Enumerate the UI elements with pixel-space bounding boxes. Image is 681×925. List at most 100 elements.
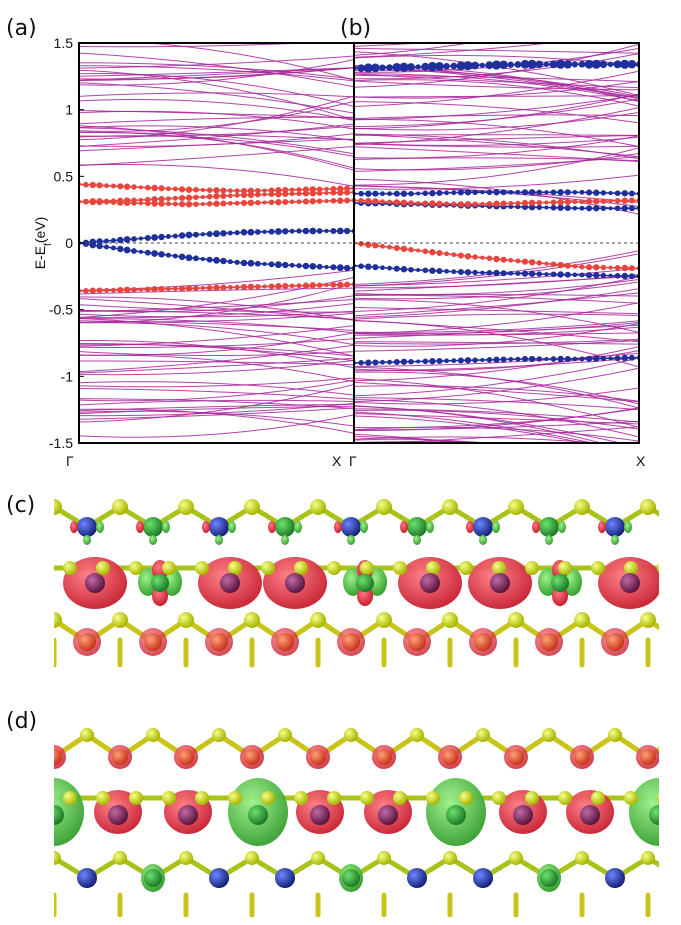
atom-blue <box>671 868 681 888</box>
band-a-series-2-point <box>220 187 227 194</box>
band-b-series-4-point <box>515 258 521 264</box>
panel-label-c: (c) <box>6 493 35 518</box>
band-b-series-0-point <box>499 60 508 70</box>
atom-red <box>606 633 624 651</box>
band-b-series-5-point <box>572 272 578 278</box>
band-b-series-4-point <box>429 249 436 256</box>
band-b-series-6-point <box>550 356 557 362</box>
y-tick-4: -0.5 <box>49 302 73 318</box>
band-b-series-5-point <box>422 267 429 274</box>
band-b-series-4-point <box>480 255 485 260</box>
band-b-series-1-point <box>444 190 449 196</box>
band-b-series-6-point <box>493 356 500 363</box>
band-b-series-3-point <box>408 200 414 206</box>
band-a-series-2-point <box>255 187 261 194</box>
band-b-series-0-point <box>599 60 608 69</box>
band-a-series-1-point <box>193 201 199 207</box>
band-a-series-2-point <box>289 187 295 193</box>
band-a-series-2-point <box>213 187 220 194</box>
atom-purple <box>85 573 105 593</box>
band-b-series-4-point <box>608 265 613 270</box>
band-a-series-5-point <box>330 281 337 288</box>
band-b-series-2-point <box>600 205 607 212</box>
band-a-series-4-point <box>275 261 282 269</box>
band-b-series-3-point <box>493 200 500 207</box>
x-tick-gamma-b: Γ <box>349 453 357 469</box>
band-b-series-1-point <box>358 190 364 197</box>
atom-yellow <box>393 561 407 575</box>
band-a-series-3-point <box>262 229 267 234</box>
band-a-series-5-point <box>104 287 109 293</box>
band-a-series-0-point <box>206 193 213 200</box>
band-b-series-0-point <box>471 61 479 70</box>
atom-blue <box>275 868 295 888</box>
band-b-series-0-point <box>627 60 637 69</box>
band-a-series-1-point <box>234 200 240 206</box>
atom-yellow <box>525 561 539 575</box>
x-tick-x-b: X <box>636 453 646 469</box>
band-a-series-1-point <box>247 199 255 206</box>
band-b-series-5-point <box>528 270 536 277</box>
atom-yellow <box>195 561 209 575</box>
band-a-series-2-point <box>166 186 171 192</box>
band-a-series-1-point <box>151 200 158 207</box>
band-a-series-5-point <box>282 283 289 289</box>
band-a-series-5-point <box>179 285 186 292</box>
band-b-series-1-point <box>365 190 372 197</box>
atom-yellow <box>640 499 656 515</box>
band-a-series-5-point <box>302 282 309 289</box>
band-b-series-5-point <box>579 272 585 278</box>
band-b-series-5-point <box>451 269 457 275</box>
band-a-series-4-point <box>158 251 165 258</box>
band-b-series-1-point <box>614 190 621 197</box>
band-a-series-3-point <box>123 236 131 243</box>
y-tick-5: -1 <box>61 368 74 384</box>
band-b-series-0-point <box>363 63 373 73</box>
atom-red <box>540 633 558 651</box>
band-a-series-2-point <box>247 187 255 194</box>
band-a-series-2-point <box>316 186 323 192</box>
band-a-series-1-point <box>200 201 205 207</box>
band-b-series-0-point <box>463 61 473 71</box>
band-b-series-1-point <box>451 190 457 196</box>
atom-yellow <box>558 791 572 805</box>
atom-yellow <box>80 728 94 742</box>
band-b-series-6-point <box>436 357 443 365</box>
band-b-series-1-point <box>480 190 485 195</box>
band-a-series-4-point <box>330 264 337 271</box>
band-a-series-2-point <box>302 186 309 193</box>
band-b-series-6-point <box>416 359 421 364</box>
band-b-series-4-point <box>464 253 472 260</box>
atom-green <box>540 869 558 887</box>
band-b-series-1-point <box>521 189 529 196</box>
band-b-series-3-point <box>593 198 600 205</box>
atom-green <box>144 869 162 887</box>
band-a-series-5-point <box>268 283 275 290</box>
atom-yellow <box>376 612 392 628</box>
band-b-series-4-point <box>600 264 607 271</box>
atom-blue <box>341 517 361 537</box>
band-a-series-3-point <box>178 232 186 239</box>
atom-blue <box>209 868 229 888</box>
band-b-series-4-point <box>628 265 635 272</box>
band-a-series-1-point <box>344 197 351 204</box>
band-a-series-1-point <box>96 199 103 206</box>
band-a-series-4-point <box>336 264 344 272</box>
band-a-series-0-point <box>193 194 199 201</box>
band-b-series-4-point <box>416 248 421 253</box>
band-b-series-3-point <box>528 199 536 206</box>
band-a-series-3-point <box>316 228 323 234</box>
band-a-series-3-point <box>289 228 295 234</box>
atom-yellow <box>376 499 392 515</box>
band-a-series-3-point <box>213 230 220 238</box>
atom-yellow <box>674 728 681 742</box>
band-a-series-2-point <box>234 188 240 194</box>
band-b-series-5-point <box>600 272 607 279</box>
band-b-series-6-point <box>572 356 578 362</box>
band-a-series-2-point <box>200 187 205 193</box>
band-b-series-0-point <box>514 61 522 68</box>
band-b-series-1-point <box>400 190 408 197</box>
band-a-series-3-point <box>193 231 199 238</box>
band-b-series-1-point <box>486 189 493 196</box>
